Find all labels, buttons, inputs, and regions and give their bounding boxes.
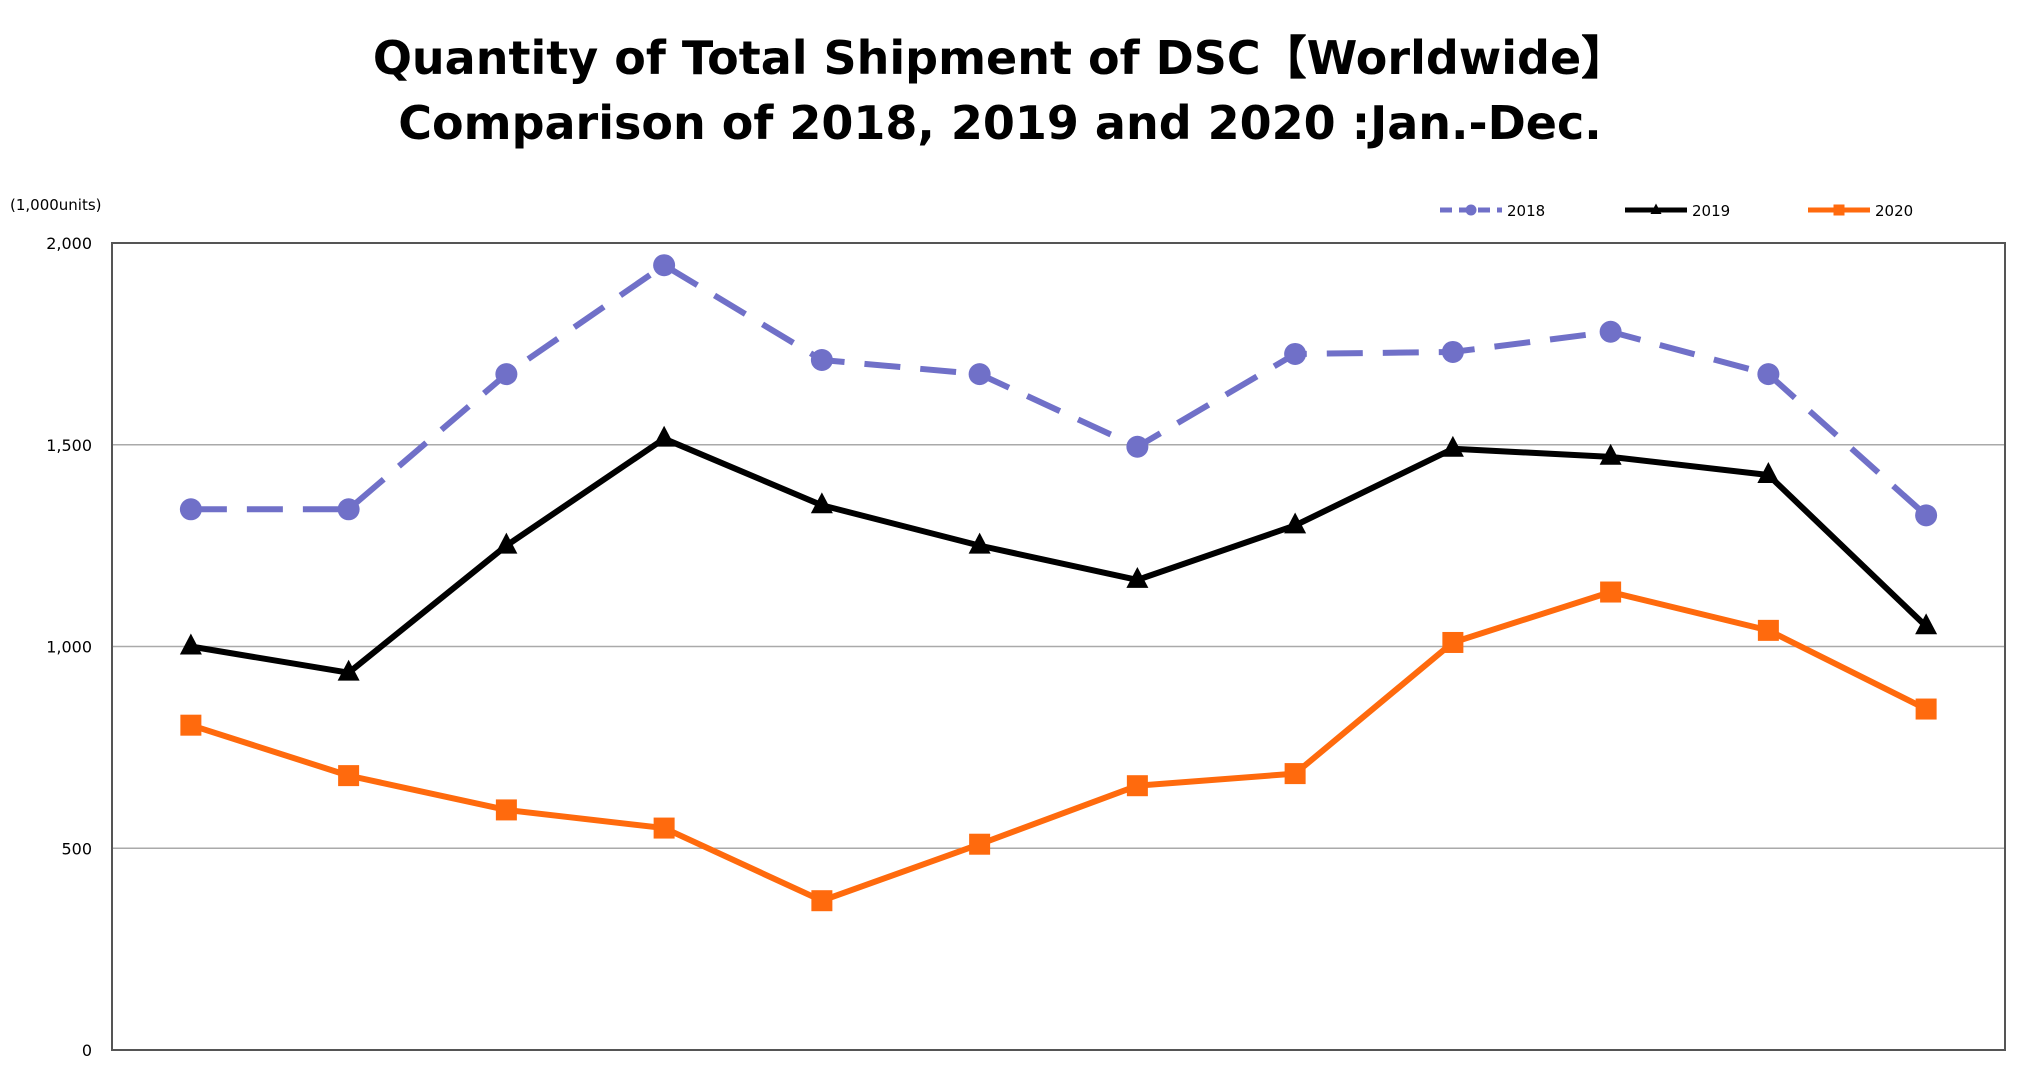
legend-marker-2018: [1465, 204, 1477, 216]
data-point-2019: [1284, 512, 1307, 534]
y-axis-unit-label: (1,000units): [10, 196, 102, 214]
data-point-2020: [969, 833, 991, 855]
series-line-2018: [190, 262, 1929, 518]
data-point-2020: [180, 714, 202, 736]
legend-label-2019: 2019: [1692, 202, 1730, 220]
data-point-2020: [1284, 763, 1306, 785]
data-point-2019: [337, 659, 360, 681]
data-point-2020: [495, 799, 517, 821]
data-point-2019: [810, 492, 833, 514]
legend-marker-2020: [1833, 204, 1845, 216]
data-point-2020: [1126, 775, 1148, 797]
data-point-2020: [1442, 631, 1464, 653]
data-point-2019: [968, 532, 991, 554]
data-point-2020: [653, 817, 675, 839]
data-point-2019: [1757, 462, 1780, 483]
chart-title-line-2: Comparison of 2018, 2019 and 2020 :Jan.-…: [398, 96, 1602, 150]
series-line-2020: [189, 589, 1928, 904]
data-point-2020: [811, 890, 833, 912]
data-point-2019: [1441, 435, 1464, 457]
y-tick-label: 2,000: [46, 234, 92, 253]
data-point-2018: [1757, 363, 1780, 386]
chart-title-line-1: Quantity of Total Shipment of DSC【Worldw…: [372, 31, 1628, 85]
data-point-2019: [1915, 613, 1938, 635]
data-point-2020: [1600, 581, 1622, 603]
data-point-2018: [1441, 340, 1464, 363]
data-point-2019: [653, 425, 676, 447]
legend-label-2020: 2020: [1875, 202, 1913, 220]
data-point-2018: [810, 349, 833, 372]
y-tick-label: 1,500: [46, 436, 92, 455]
data-point-2018: [1126, 435, 1149, 458]
data-point-2018: [1599, 320, 1622, 343]
data-point-2019: [1599, 443, 1622, 465]
data-point-2019: [1126, 566, 1149, 588]
plot-area-border: [111, 242, 2006, 1051]
data-point-2019: [495, 532, 518, 554]
data-point-2018: [653, 254, 676, 277]
y-tick-label: 1,000: [46, 638, 92, 657]
data-point-2018: [179, 498, 202, 521]
data-point-2018: [1284, 342, 1307, 365]
series-line-2019: [190, 435, 1929, 676]
data-point-2019: [179, 633, 202, 655]
legend-marker-2019: [1650, 203, 1662, 214]
data-point-2020: [338, 765, 360, 787]
data-point-2020: [1915, 698, 1937, 720]
data-point-2018: [968, 363, 991, 386]
data-point-2018: [337, 498, 360, 521]
data-point-2018: [1915, 504, 1938, 527]
data-point-2018: [495, 363, 518, 386]
y-tick-label: 0: [82, 1041, 92, 1060]
y-tick-label: 500: [61, 839, 92, 858]
legend-label-2018: 2018: [1507, 202, 1545, 220]
data-point-2020: [1757, 619, 1779, 641]
